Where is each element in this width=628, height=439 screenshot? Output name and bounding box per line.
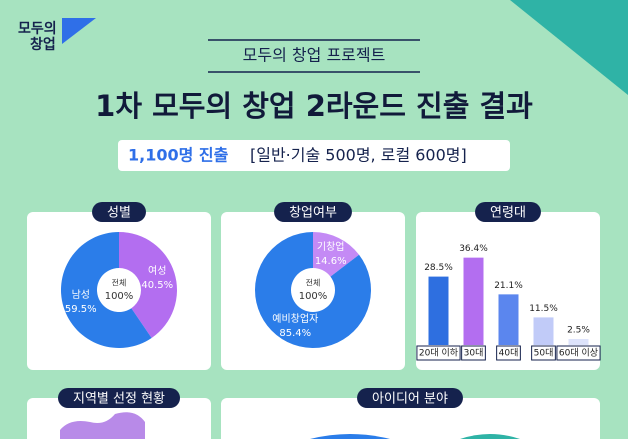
main-title: 1차 모두의 창업 2라운드 진출 결과: [95, 89, 533, 123]
bar-value: 2.5%: [567, 326, 590, 336]
segment-value: 85.4%: [279, 328, 311, 339]
x-tick-label: 50대: [534, 348, 554, 359]
panel-title: 지역별 선정 현황: [73, 392, 165, 407]
panel: [221, 212, 405, 370]
center-total: 100%: [105, 291, 134, 302]
panel-title: 연령대: [490, 206, 526, 221]
donut-segment: [119, 232, 177, 338]
bar-value: 36.4%: [459, 244, 488, 254]
panel: [27, 212, 211, 370]
bar: [428, 276, 449, 345]
title-pill: [274, 202, 352, 222]
logo-text: 창업: [30, 36, 56, 53]
panel-title: 성별: [107, 206, 131, 221]
bar: [463, 257, 484, 345]
bar-value: 21.1%: [494, 281, 523, 291]
title-pill: [92, 202, 146, 222]
center-total: 100%: [299, 291, 328, 302]
tick-box: [496, 345, 521, 361]
kicker: 모두의 창업 프로젝트: [243, 46, 386, 65]
segment-label: 여성: [148, 265, 166, 277]
segment-label: 예비창업자: [272, 312, 318, 325]
segment-value: 14.6%: [315, 256, 347, 267]
donut-segment: [61, 232, 152, 348]
segment-label: 남성: [72, 289, 90, 301]
highlight: 1,100명 진출: [128, 146, 229, 165]
bar: [568, 339, 589, 345]
bar-value: 11.5%: [529, 304, 558, 314]
title-pill: [58, 388, 180, 408]
tick-box: [556, 345, 601, 361]
subtitle-box: [118, 140, 510, 171]
corner-shape: [510, 0, 628, 95]
tick-box: [461, 345, 486, 361]
title-pill: [475, 202, 541, 222]
bar: [498, 294, 519, 345]
panel: [221, 398, 600, 439]
panel-title: 창업여부: [289, 206, 337, 221]
x-tick-label: 20대 이하: [419, 348, 459, 359]
x-tick-label: 30대: [464, 348, 484, 359]
panel-title: 아이디어 분야: [372, 392, 448, 407]
bar-value: 28.5%: [424, 263, 453, 273]
title-pill: [357, 388, 463, 408]
tick-box: [531, 345, 556, 361]
partial-chart: [310, 434, 390, 439]
x-tick-label: 60대 이상: [559, 348, 598, 359]
panel: [416, 212, 600, 370]
detail: [일반·기술 500명, 로컬 600명]: [250, 146, 467, 165]
partial-chart: [460, 434, 520, 439]
segment-value: 40.5%: [141, 280, 173, 291]
donut-segment: [255, 232, 372, 349]
tick-box: [416, 345, 461, 361]
logo-text: 모두의: [18, 20, 57, 37]
segment-value: 59.5%: [65, 304, 97, 315]
map-shape: [60, 412, 145, 439]
donut-segment: [313, 232, 360, 277]
segment-label: 기창업: [317, 240, 345, 253]
center-label: 전체: [306, 278, 321, 288]
bar: [533, 317, 554, 345]
logo-shape: [62, 18, 96, 44]
x-tick-label: 40대: [499, 348, 519, 359]
center-label: 전체: [112, 278, 127, 288]
